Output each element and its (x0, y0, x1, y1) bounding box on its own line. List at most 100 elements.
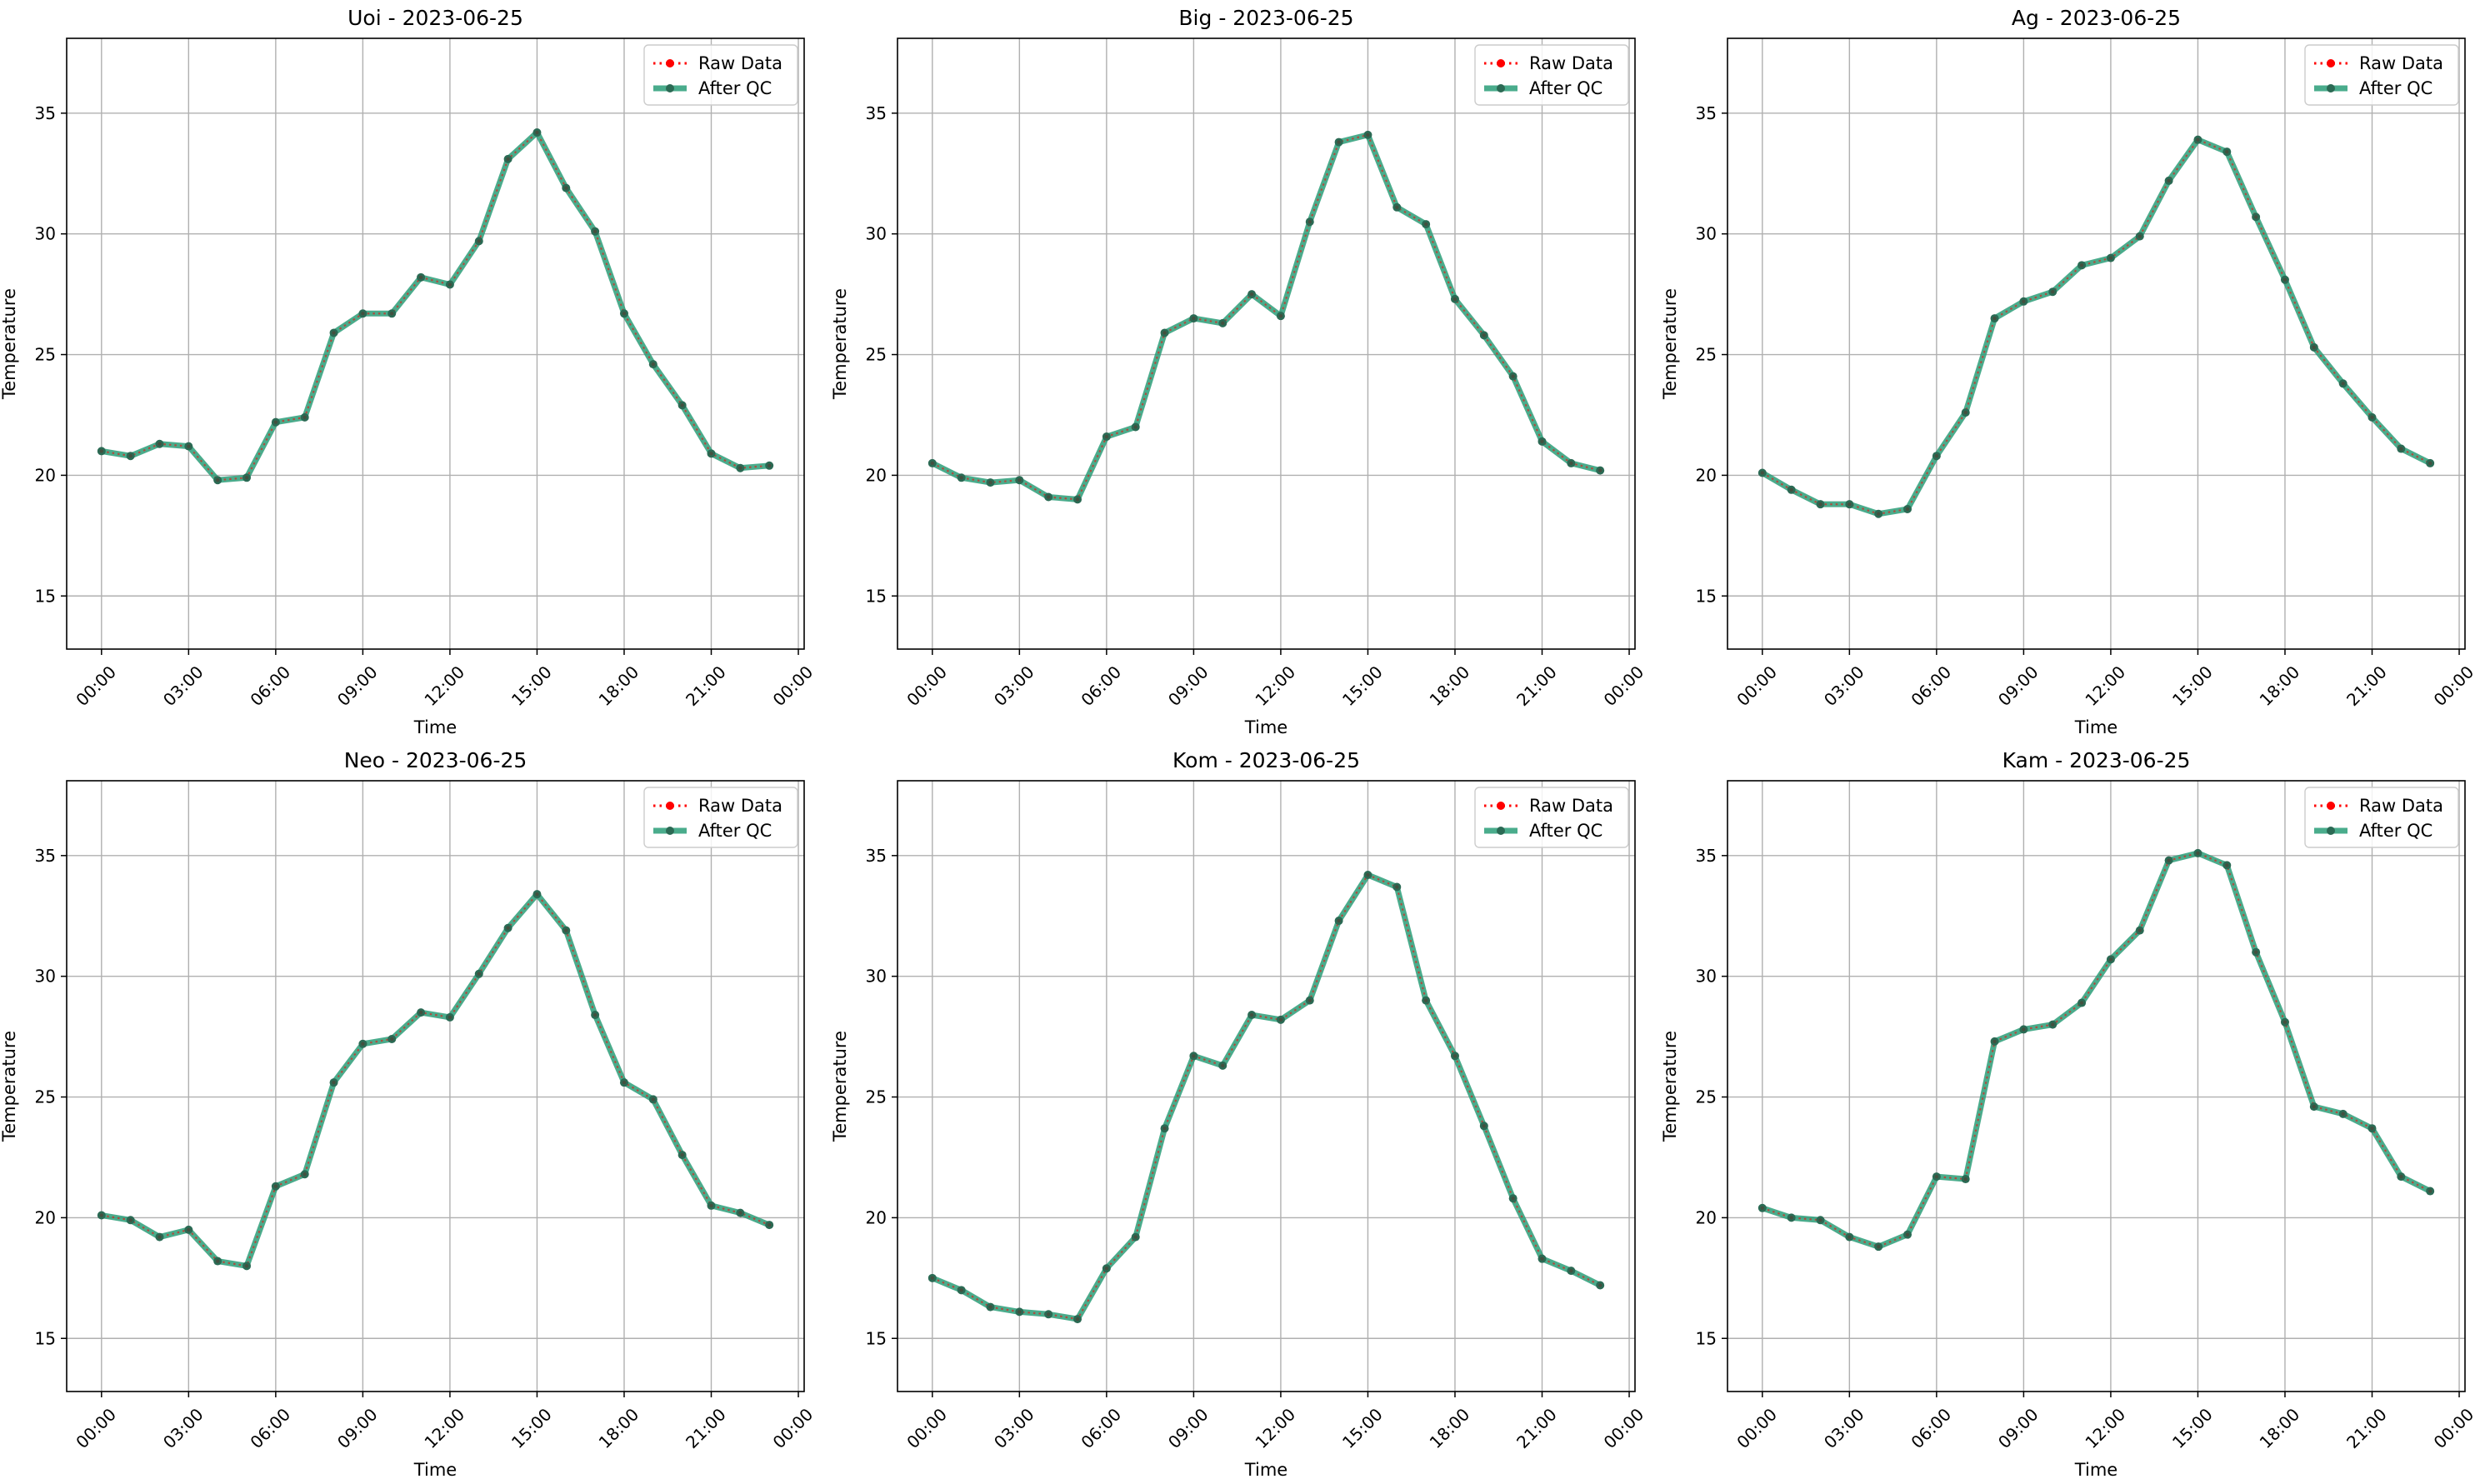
data-point-raw-data (1876, 512, 1881, 516)
data-point-raw-data (738, 1211, 742, 1215)
data-point-raw-data (988, 1305, 992, 1309)
axes-frame (897, 780, 1636, 1392)
x-tick-label: 09:00 (333, 662, 382, 710)
data-point-raw-data (709, 452, 713, 456)
data-point-raw-data (1992, 1039, 1997, 1044)
x-tick-label: 03:00 (1820, 1404, 1868, 1452)
grid (898, 38, 1635, 649)
data-point-raw-data (332, 1080, 336, 1085)
legend-marker-raw-data (2327, 802, 2335, 810)
data-point-raw-data (1133, 425, 1138, 429)
y-tick-label: 15 (866, 586, 887, 606)
x-tick-label: 18:00 (1426, 662, 1474, 710)
grid (1728, 38, 2465, 649)
data-point-raw-data (767, 463, 772, 468)
x-axis-label: Time (1244, 717, 1288, 737)
data-point-raw-data (448, 1015, 452, 1020)
x-tick-label: 00:00 (72, 662, 120, 710)
y-tick-label: 35 (866, 103, 887, 123)
x-tick-label: 06:00 (1907, 662, 1955, 710)
y-tick-label: 35 (1696, 103, 1717, 123)
series-line-after-qc (98, 129, 772, 483)
grid (898, 781, 1635, 1392)
x-tick-label: 09:00 (1164, 1404, 1212, 1452)
y-tick-label: 30 (866, 967, 887, 987)
x-tick-label: 12:00 (2081, 1404, 2129, 1452)
legend-label-raw-data: Raw Data (698, 53, 782, 73)
series-line-after-qc (98, 891, 772, 1269)
y-tick-label: 30 (35, 224, 56, 244)
x-tick-label: 03:00 (990, 1404, 1038, 1452)
x-tick-label: 21:00 (1512, 662, 1561, 710)
data-point-raw-data (1540, 439, 1544, 444)
data-point-raw-data (1075, 497, 1080, 502)
data-point-raw-data (680, 1152, 684, 1157)
legend-label-raw-data: Raw Data (2359, 53, 2443, 73)
data-point-raw-data (1760, 471, 1765, 475)
y-tick-label: 35 (866, 846, 887, 866)
data-point-raw-data (1482, 333, 1487, 337)
data-point-raw-data (651, 1097, 656, 1102)
series-line-raw-data (1762, 852, 2431, 1248)
data-point-raw-data (477, 972, 481, 976)
y-tick-label: 20 (35, 1207, 56, 1227)
subplot-2: 15 20 25 30 35 00:00 03:00 06:00 09:00 12:00 15:00… (830, 6, 1648, 737)
data-point-raw-data (767, 1222, 772, 1227)
data-point-raw-data (273, 1184, 278, 1188)
data-point-raw-data (930, 1276, 935, 1281)
legend: Raw Data After QC (643, 787, 798, 848)
legend-label-after-qc: After QC (2359, 78, 2432, 98)
x-tick-label: 18:00 (595, 1404, 643, 1452)
data-point-raw-data (1104, 434, 1109, 439)
x-tick-label: 00:00 (2430, 662, 2478, 710)
x-tick-label: 18:00 (595, 662, 643, 710)
data-point-raw-data (1308, 998, 1312, 1002)
y-tick-label: 20 (866, 1207, 887, 1227)
data-point-raw-data (1395, 885, 1399, 889)
data-point-raw-data (1598, 468, 1602, 472)
data-point-raw-data (158, 442, 162, 446)
data-point-raw-data (1511, 1197, 1515, 1201)
data-point-raw-data (1192, 316, 1196, 321)
data-point-raw-data (2079, 263, 2084, 267)
data-point-raw-data (390, 1037, 394, 1042)
data-point-raw-data (1789, 1216, 1793, 1220)
data-point-raw-data (273, 420, 278, 424)
data-point-raw-data (390, 312, 394, 316)
chart-title: Big - 2023-06-25 (1178, 6, 1353, 30)
y-tick-label: 20 (1696, 465, 1717, 485)
data-point-raw-data (1337, 918, 1341, 923)
data-point-raw-data (99, 1213, 104, 1217)
data-point-raw-data (1221, 321, 1225, 326)
legend: Raw Data After QC (643, 44, 798, 106)
y-tick-label: 35 (35, 103, 56, 123)
x-tick-label: 00:00 (769, 1404, 818, 1452)
y-axis-label: Temperature (1660, 288, 1680, 400)
axes-frame (1727, 37, 2466, 650)
y-axis-label: Temperature (830, 1031, 850, 1142)
data-point-raw-data (1018, 477, 1022, 482)
y-tick-label: 30 (35, 967, 56, 987)
data-point-raw-data (988, 480, 992, 485)
data-point-raw-data (1818, 1218, 1822, 1222)
x-tick-label: 00:00 (72, 1404, 120, 1452)
data-point-raw-data (535, 892, 539, 897)
data-point-raw-data (2282, 277, 2288, 282)
chart-title: Neo - 2023-06-25 (344, 748, 528, 772)
data-point-raw-data (1760, 1206, 1765, 1211)
x-tick-label: 00:00 (1732, 662, 1781, 710)
y-tick-label: 15 (1696, 586, 1717, 606)
legend: Raw Data After QC (2304, 787, 2459, 848)
data-point-raw-data (2253, 215, 2258, 219)
subplot-5: 15 20 25 30 35 00:00 03:00 06:00 09:00 12:00 15:00… (830, 748, 1648, 1480)
data-point-raw-data (1221, 1063, 1225, 1068)
data-point-raw-data (2370, 415, 2374, 420)
data-point-raw-data (418, 275, 423, 280)
subplot-6: 15 20 25 30 35 00:00 03:00 06:00 09:00 12:00 15:00… (1660, 748, 2478, 1480)
data-point-raw-data (651, 362, 656, 367)
legend-marker-after-qc (666, 827, 674, 835)
data-point-raw-data (2370, 1127, 2374, 1131)
data-point-raw-data (361, 312, 365, 316)
data-point-raw-data (1569, 461, 1573, 466)
data-point-raw-data (1075, 1317, 1080, 1322)
